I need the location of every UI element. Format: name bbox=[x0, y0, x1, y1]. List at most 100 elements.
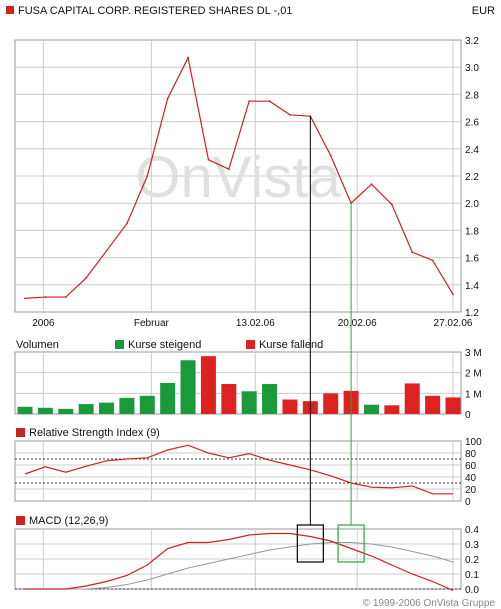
rsi-grid bbox=[15, 441, 461, 501]
price-point bbox=[166, 97, 169, 100]
volume-bar bbox=[262, 384, 278, 414]
price-y-tick-label: 1.4 bbox=[465, 281, 479, 292]
macd-y-tick-label: 0.1 bbox=[465, 570, 479, 581]
volume-bar bbox=[37, 407, 53, 414]
volume-y-tick-label: 2 M bbox=[465, 369, 482, 380]
volume-bar bbox=[17, 406, 33, 414]
volume-bar bbox=[160, 383, 176, 414]
price-y-ticks: 1.2 1.4 1.6 1.8 2.0 2.2 2.4 2.6 2.8 3.0 3.2 bbox=[465, 36, 479, 319]
price-panel: OnVista 1.2 1.4 1.6 1.8 2.0 2.2 2.4 2.6 2.8 3.0 3.… bbox=[14, 36, 479, 329]
volume-plot-area bbox=[14, 351, 462, 415]
price-x-tick-label: 20.02.06 bbox=[338, 318, 377, 329]
rsi-line bbox=[24, 444, 453, 495]
price-y-tick-label: 3.2 bbox=[465, 36, 479, 47]
price-line bbox=[24, 55, 454, 299]
macd-panel: MACD (12,26,9) 0.0 0.1 0.2 0.3 0.4 bbox=[14, 515, 479, 596]
watermark: OnVista bbox=[135, 145, 341, 210]
macd-title-marker bbox=[16, 516, 25, 525]
price-point bbox=[126, 222, 128, 225]
price-point bbox=[146, 175, 149, 177]
price-point bbox=[105, 249, 108, 252]
price-point bbox=[370, 183, 373, 186]
volume-bar bbox=[241, 391, 257, 414]
price-grid bbox=[15, 40, 461, 312]
price-y-tick-label: 2.2 bbox=[465, 172, 479, 183]
volume-bar bbox=[363, 404, 379, 414]
rsi-y-tick-label: 0 bbox=[465, 497, 471, 508]
volume-bar bbox=[119, 397, 135, 414]
legend-swatch-down bbox=[246, 340, 255, 349]
price-point bbox=[64, 296, 67, 298]
macd-y-ticks: 0.0 0.1 0.2 0.3 0.4 bbox=[465, 525, 479, 596]
price-x-tick-label: 13.02.06 bbox=[236, 318, 275, 329]
volume-bar bbox=[404, 383, 420, 414]
rsi-title-marker bbox=[16, 428, 25, 437]
rsi-y-tick-label: 60 bbox=[465, 461, 477, 472]
volume-grid bbox=[15, 352, 461, 414]
price-point bbox=[85, 277, 88, 279]
price-x-tick-label: Februar bbox=[134, 318, 170, 329]
price-point bbox=[24, 297, 26, 300]
price-point bbox=[227, 168, 230, 171]
price-y-tick-label: 2.6 bbox=[465, 118, 479, 129]
volume-bar bbox=[78, 404, 94, 414]
price-y-tick-label: 1.8 bbox=[465, 226, 479, 237]
volume-bar bbox=[221, 384, 237, 414]
rsi-y-tick-label: 40 bbox=[465, 473, 477, 484]
price-x-tick-label: 2006 bbox=[32, 318, 55, 329]
volume-y-tick-label: 3 M bbox=[465, 348, 482, 359]
volume-bar bbox=[180, 360, 196, 414]
price-x-tick-label: 27.02.06 bbox=[434, 318, 473, 329]
macd-y-tick-label: 0.3 bbox=[465, 540, 479, 551]
macd-y-tick-label: 0.0 bbox=[465, 585, 479, 596]
legend-up-label: Kurse steigend bbox=[128, 339, 201, 351]
price-point bbox=[268, 100, 271, 103]
chart-title: FUSA CAPITAL CORP. REGISTERED SHARES DL … bbox=[18, 5, 292, 17]
volume-bar bbox=[323, 393, 339, 414]
price-point bbox=[248, 100, 251, 103]
price-point bbox=[431, 259, 434, 262]
volume-bar bbox=[139, 395, 155, 414]
price-point bbox=[207, 158, 210, 161]
copyright: © 1999-2006 OnVista Gruppe bbox=[363, 598, 496, 609]
title-marker bbox=[6, 6, 14, 14]
price-point bbox=[289, 113, 291, 116]
macd-y-tick-label: 0.4 bbox=[465, 525, 479, 536]
price-y-tick-label: 2.4 bbox=[465, 145, 479, 156]
rsi-y-tick-label: 20 bbox=[465, 485, 477, 496]
price-point bbox=[411, 251, 414, 254]
price-x-ticks: 2006 Februar 13.02.06 20.02.06 27.02.06 bbox=[32, 318, 473, 329]
price-y-tick-label: 3.0 bbox=[465, 63, 479, 74]
macd-line bbox=[25, 532, 454, 592]
price-y-tick-label: 1.6 bbox=[465, 254, 479, 265]
cursor-markers bbox=[296, 116, 365, 563]
currency-label: EUR bbox=[472, 5, 495, 17]
legend-down-label: Kurse fallend bbox=[259, 339, 323, 351]
volume-y-tick-label: 1 M bbox=[465, 389, 482, 400]
rsi-title: Relative Strength Index (9) bbox=[29, 427, 160, 439]
volume-y-ticks: 3 M 2 M 1 M 0 bbox=[465, 348, 482, 421]
legend-swatch-up bbox=[115, 340, 124, 349]
volume-bar bbox=[99, 402, 115, 414]
rsi-y-tick-label: 100 bbox=[465, 437, 482, 448]
macd-title: MACD (12,26,9) bbox=[29, 515, 108, 527]
macd-y-tick-label: 0.2 bbox=[465, 555, 479, 566]
price-point bbox=[329, 154, 332, 157]
volume-panel: Volumen Kurse steigend Kurse fallend 3 M… bbox=[14, 339, 482, 421]
marker-box bbox=[296, 524, 324, 563]
rsi-plot-area bbox=[14, 440, 462, 502]
volume-title: Volumen bbox=[16, 339, 59, 351]
volume-y-tick-label: 0 bbox=[465, 410, 471, 421]
macd-grid bbox=[15, 529, 461, 590]
volume-bar bbox=[425, 395, 441, 414]
price-y-tick-label: 2.8 bbox=[465, 90, 479, 101]
price-y-tick-label: 1.2 bbox=[465, 308, 479, 319]
volume-bar bbox=[384, 405, 400, 414]
volume-bar bbox=[200, 356, 216, 414]
price-point bbox=[452, 293, 454, 296]
rsi-y-tick-label: 80 bbox=[465, 449, 477, 460]
price-y-tick-label: 2.0 bbox=[465, 199, 479, 210]
